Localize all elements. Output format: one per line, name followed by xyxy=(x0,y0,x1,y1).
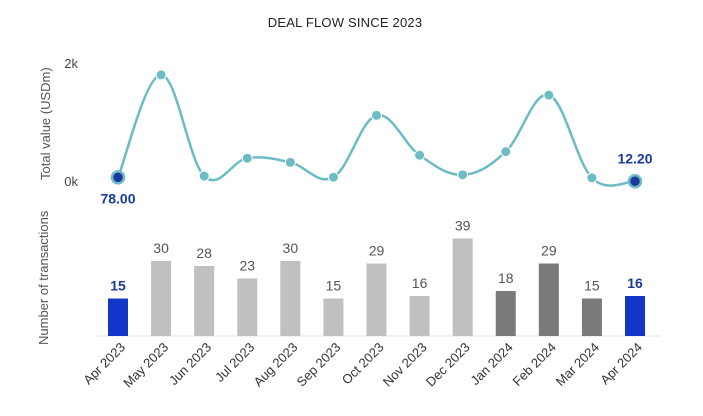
bar-12 xyxy=(625,296,645,336)
bar-10 xyxy=(538,263,559,336)
line-point-7 xyxy=(414,149,426,161)
line-point-3 xyxy=(241,152,253,164)
bar-value-label-2: 28 xyxy=(196,245,212,261)
bar-value-label-3: 23 xyxy=(239,258,255,274)
bar-2 xyxy=(194,266,215,336)
bar-5 xyxy=(323,298,344,336)
bar-8 xyxy=(452,238,473,336)
x-tick-label-8: Dec 2023 xyxy=(423,340,473,390)
x-tick-label-6: Oct 2023 xyxy=(339,340,387,388)
bar-value-label-4: 30 xyxy=(283,240,299,256)
bar-4 xyxy=(280,261,301,336)
bar-value-label-8: 39 xyxy=(455,218,471,234)
line-point-label-12: 12.20 xyxy=(617,150,652,166)
bar-value-label-7: 16 xyxy=(412,275,428,291)
line-layer: 78.00 12.20 xyxy=(100,69,653,206)
bar-value-label-6: 29 xyxy=(369,243,385,259)
line-point-11 xyxy=(586,172,598,184)
bar-value-label-11: 15 xyxy=(584,278,600,294)
bar-value-label-1: 30 xyxy=(153,240,169,256)
line-point-9 xyxy=(500,146,512,158)
bar-value-label-12: 16 xyxy=(627,275,643,291)
x-tick-label-10: Feb 2024 xyxy=(510,340,559,389)
x-tick-label-7: Nov 2023 xyxy=(380,340,430,390)
bar-y-axis-label: Number of transactions xyxy=(36,210,51,345)
line-point-10 xyxy=(543,89,555,101)
line-y-tick-bottom: 0k xyxy=(64,174,78,189)
x-tick-label-1: May 2023 xyxy=(120,340,171,391)
x-tick-label-9: Jan 2024 xyxy=(467,340,515,388)
bar-value-label-5: 15 xyxy=(326,278,342,294)
line-y-tick-top: 2k xyxy=(64,56,78,71)
bar-9 xyxy=(495,291,516,336)
line-series xyxy=(116,73,636,187)
bar-6 xyxy=(366,263,387,336)
x-tick-label-4: Aug 2023 xyxy=(250,340,300,390)
bar-0 xyxy=(108,298,128,336)
chart-title: DEAL FLOW SINCE 2023 xyxy=(268,15,423,30)
bar-7 xyxy=(409,296,430,336)
line-point-8 xyxy=(457,169,469,181)
bar-value-label-10: 29 xyxy=(541,243,557,259)
line-point-12 xyxy=(627,174,643,189)
bars-layer: 15 30 28 23 30 15 29 16 39 18 29 15 16 xyxy=(108,218,645,336)
line-point-1 xyxy=(155,69,167,81)
bar-value-label-0: 15 xyxy=(110,278,126,294)
x-tick-label-11: Mar 2024 xyxy=(553,340,602,389)
x-tick-label-5: Sep 2023 xyxy=(294,340,344,390)
line-point-4 xyxy=(284,156,296,168)
line-point-0 xyxy=(110,170,126,185)
bar-1 xyxy=(151,261,172,336)
bar-11 xyxy=(581,298,602,336)
line-point-2 xyxy=(198,170,210,182)
bar-3 xyxy=(237,278,258,336)
line-point-5 xyxy=(327,171,339,183)
bar-value-label-9: 18 xyxy=(498,270,514,286)
line-point-label-0: 78.00 xyxy=(100,190,135,206)
line-y-axis-label: Total value (USDm) xyxy=(38,67,53,180)
line-point-6 xyxy=(371,109,382,121)
x-tick-label-2: Jun 2023 xyxy=(166,340,214,388)
x-tick-label-12: Apr 2024 xyxy=(597,340,645,388)
